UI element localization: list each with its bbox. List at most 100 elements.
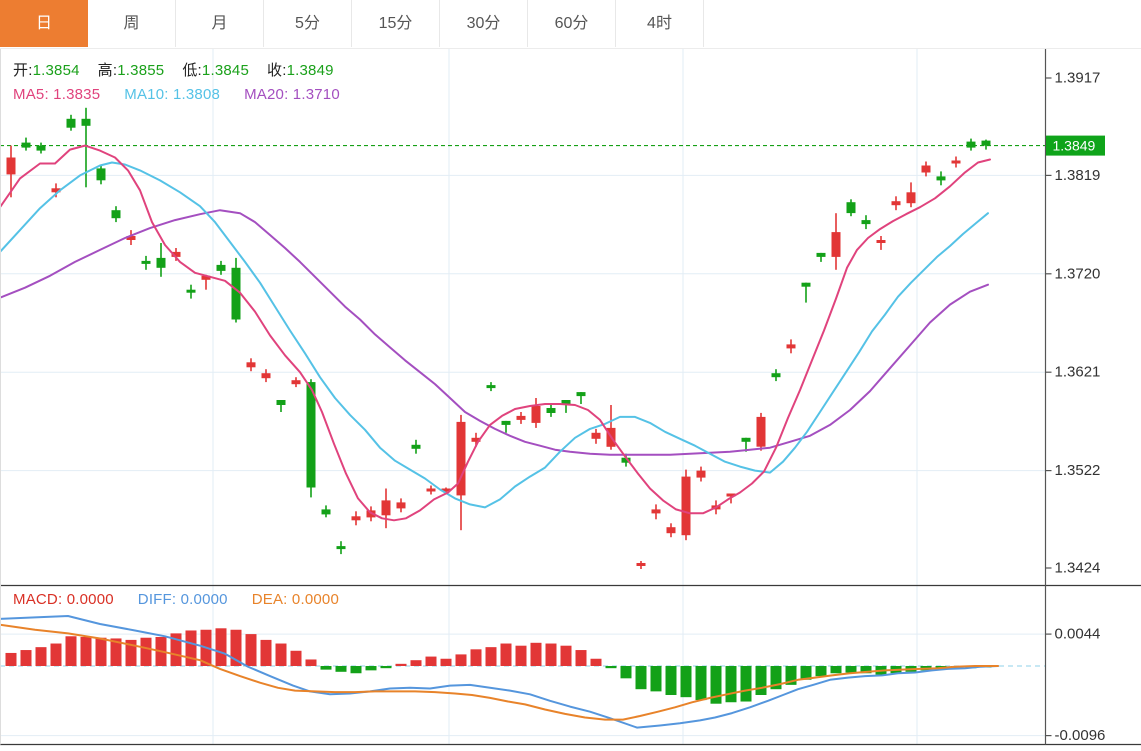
ma-legend: MA5: 1.3835 MA10: 1.3808 MA20: 1.3710 xyxy=(13,86,364,103)
candle-body xyxy=(291,380,301,385)
macd-histogram-bar xyxy=(80,637,92,666)
macd-histogram-bar xyxy=(800,666,812,680)
candle-body xyxy=(276,400,286,405)
macd-histogram-bar xyxy=(335,666,347,672)
macd-histogram-bar xyxy=(20,650,32,666)
legend-item: DIFF: 0.0000 xyxy=(137,591,228,608)
ma10-line xyxy=(0,161,989,509)
candle-body xyxy=(261,373,271,379)
period-tab-0[interactable]: 日 xyxy=(0,0,88,47)
macd-histogram-bar xyxy=(350,666,362,674)
period-tab-3[interactable]: 5分 xyxy=(264,0,352,47)
ohlc-value: 1.3855 xyxy=(117,62,165,79)
legend-item: MA10: 1.3808 xyxy=(124,86,221,103)
candle-body xyxy=(906,192,916,204)
macd-histogram-bar xyxy=(680,666,692,698)
candle-body xyxy=(441,488,451,492)
candle-body xyxy=(726,493,736,497)
dea-line xyxy=(0,623,999,721)
macd-histogram-bar xyxy=(260,639,272,666)
ma5-line xyxy=(0,144,991,522)
candle-body xyxy=(876,240,886,243)
candle-body xyxy=(891,201,901,206)
candle-body xyxy=(51,188,61,193)
candle-body xyxy=(561,400,571,404)
candle-body xyxy=(696,470,706,478)
macd-histogram-bar xyxy=(635,666,647,690)
candle-body xyxy=(141,260,151,264)
candle-body xyxy=(231,267,241,320)
macd-histogram-bar xyxy=(440,658,452,666)
macd-histogram-bar xyxy=(425,656,437,666)
candle-body xyxy=(6,157,16,175)
last-price-marker xyxy=(1046,135,1105,156)
macd-histogram-bar xyxy=(860,666,872,674)
macd-histogram-bar xyxy=(710,666,722,704)
macd-histogram-bar xyxy=(380,666,392,669)
price-axis-label: 1.3917 xyxy=(1055,70,1101,87)
candle-body xyxy=(471,437,481,442)
macd-histogram-bar xyxy=(545,643,557,666)
candle-body xyxy=(951,160,961,164)
legend-item: MA5: 1.3835 xyxy=(13,86,101,103)
macd-histogram-bar xyxy=(605,666,617,669)
candle-body xyxy=(246,362,256,368)
macd-histogram-bar xyxy=(5,652,17,666)
candle-body xyxy=(861,220,871,225)
macd-histogram-bar xyxy=(95,637,107,666)
candle-body xyxy=(831,232,841,257)
period-tab-5[interactable]: 30分 xyxy=(440,0,528,47)
candle-body xyxy=(741,437,751,442)
price-axis-label: 1.3424 xyxy=(1055,560,1101,577)
candle-body xyxy=(771,373,781,378)
candle-body xyxy=(486,385,496,389)
candle-body xyxy=(36,145,46,151)
macd-histogram-bar xyxy=(290,650,302,666)
legend-item: MACD: 0.0000 xyxy=(13,591,114,608)
macd-histogram-bar xyxy=(845,666,857,673)
ma20-line xyxy=(0,209,989,456)
candle-body xyxy=(81,118,91,126)
candle-body xyxy=(921,165,931,173)
period-tabbar: 日周月 5分 15分 30分 60分 4时 xyxy=(0,0,1141,49)
candle-body xyxy=(456,421,466,496)
macd-histogram-bar xyxy=(110,638,122,666)
candle-body xyxy=(621,457,631,463)
macd-histogram-bar xyxy=(740,666,752,702)
macd-histogram-bar xyxy=(35,647,47,666)
candle-body xyxy=(171,251,181,257)
macd-histogram-bar xyxy=(575,650,587,666)
period-tab-1[interactable]: 周 xyxy=(88,0,176,47)
candle-body xyxy=(516,415,526,420)
macd-histogram-bar xyxy=(365,666,377,671)
macd-histogram-bar xyxy=(320,666,332,670)
candle-body xyxy=(531,406,541,423)
period-tab-4[interactable]: 15分 xyxy=(352,0,440,47)
macd-histogram-bar xyxy=(560,645,572,666)
period-tab-6[interactable]: 60分 xyxy=(528,0,616,47)
macd-histogram-bar xyxy=(395,663,407,666)
candle-body xyxy=(801,282,811,287)
period-tab-2[interactable]: 月 xyxy=(176,0,264,47)
ohlc-label: 高: xyxy=(97,62,118,79)
ohlc-value: 1.3854 xyxy=(32,62,80,79)
candle-body xyxy=(426,488,436,492)
price-axis-label: 1.3819 xyxy=(1055,167,1101,184)
candle-body xyxy=(306,382,316,488)
candle-body xyxy=(936,176,946,181)
ohlc-value: 1.3845 xyxy=(201,62,250,79)
candle-body xyxy=(201,275,211,280)
candle-body xyxy=(816,252,826,257)
macd-histogram-bar xyxy=(695,666,707,701)
period-tab-7[interactable]: 4时 xyxy=(616,0,704,47)
macd-histogram-bar xyxy=(770,666,782,690)
macd-histogram-bar xyxy=(455,654,467,666)
candle-body xyxy=(846,202,856,214)
price-axis-label: 1.3621 xyxy=(1055,364,1101,381)
candle-body xyxy=(381,500,391,516)
candle-body xyxy=(681,476,691,536)
macd-histogram-bar xyxy=(815,666,827,677)
macd-axis-label: -0.0096 xyxy=(1055,727,1106,744)
